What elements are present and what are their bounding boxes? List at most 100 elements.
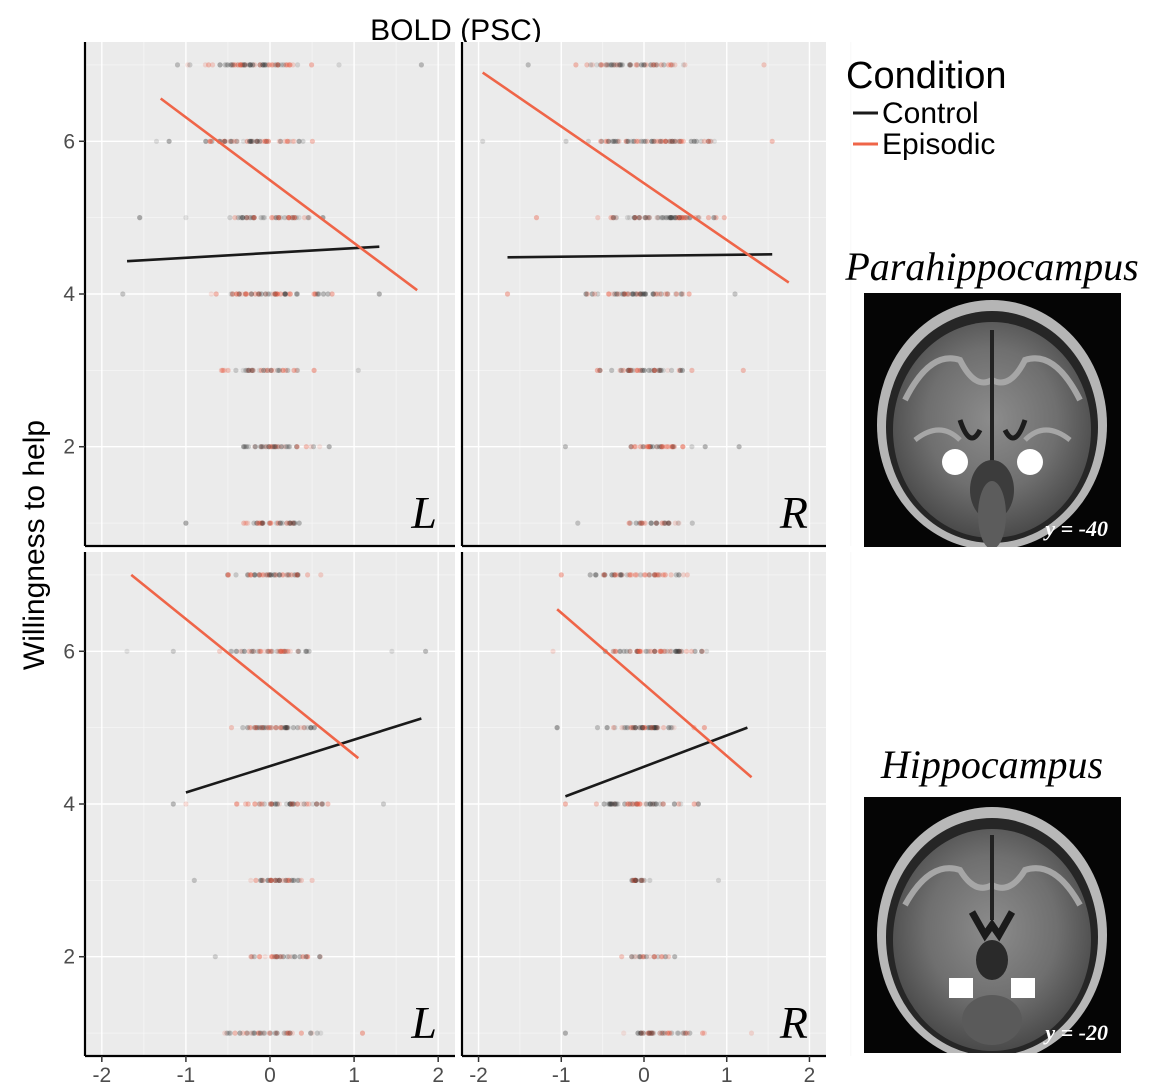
data-point bbox=[626, 572, 632, 578]
data-point bbox=[236, 291, 242, 297]
data-point bbox=[665, 291, 671, 297]
data-point bbox=[272, 954, 278, 960]
data-point bbox=[642, 215, 648, 221]
data-point bbox=[648, 520, 654, 526]
data-point bbox=[272, 444, 278, 450]
data-point bbox=[262, 648, 268, 654]
data-point bbox=[673, 648, 679, 654]
data-point bbox=[306, 648, 312, 654]
data-point bbox=[652, 648, 658, 654]
data-point bbox=[617, 62, 624, 68]
data-point bbox=[653, 801, 659, 807]
data-point bbox=[668, 725, 674, 731]
data-point bbox=[309, 138, 315, 144]
data-point bbox=[263, 444, 269, 450]
data-point bbox=[251, 572, 257, 578]
data-point bbox=[638, 954, 644, 960]
data-point bbox=[277, 291, 284, 297]
data-point bbox=[617, 648, 624, 654]
data-point bbox=[231, 138, 237, 144]
data-point bbox=[608, 215, 614, 221]
data-point bbox=[287, 62, 293, 68]
data-point bbox=[261, 725, 267, 731]
data-point bbox=[652, 367, 658, 373]
data-point bbox=[649, 138, 655, 144]
data-point bbox=[245, 572, 251, 578]
data-point bbox=[287, 1030, 293, 1036]
data-point bbox=[687, 1030, 693, 1036]
brain-slice-hippocampus bbox=[864, 797, 1121, 1053]
data-point bbox=[637, 725, 643, 731]
data-point bbox=[291, 520, 298, 526]
data-point bbox=[270, 444, 276, 450]
data-point bbox=[665, 954, 672, 960]
data-point bbox=[617, 572, 623, 578]
data-point bbox=[292, 215, 298, 221]
data-point bbox=[602, 572, 608, 578]
data-point bbox=[663, 215, 669, 221]
data-point bbox=[706, 138, 712, 144]
data-point bbox=[666, 725, 672, 731]
data-point bbox=[651, 954, 658, 960]
data-point bbox=[667, 648, 673, 654]
data-point bbox=[657, 801, 663, 807]
data-point bbox=[228, 138, 234, 144]
data-point bbox=[681, 1030, 687, 1036]
data-point bbox=[274, 1030, 280, 1036]
data-point bbox=[290, 520, 296, 526]
data-point bbox=[647, 572, 653, 578]
data-point bbox=[646, 444, 652, 450]
data-point bbox=[653, 725, 659, 731]
data-point bbox=[684, 215, 691, 221]
x-tick-label: -1 bbox=[177, 1064, 196, 1086]
data-point bbox=[268, 367, 274, 373]
data-point bbox=[294, 367, 300, 373]
data-point bbox=[654, 725, 660, 731]
data-point bbox=[640, 954, 646, 960]
data-point bbox=[268, 572, 274, 578]
data-point bbox=[272, 291, 279, 297]
data-point bbox=[615, 62, 621, 68]
data-point bbox=[504, 291, 511, 297]
data-point bbox=[268, 877, 274, 884]
data-point bbox=[247, 138, 253, 144]
data-point bbox=[689, 520, 695, 526]
data-point bbox=[629, 877, 636, 884]
data-point bbox=[257, 520, 263, 526]
data-point bbox=[265, 877, 271, 884]
data-point bbox=[245, 725, 251, 731]
data-point bbox=[688, 138, 694, 144]
data-point bbox=[303, 648, 309, 654]
data-point bbox=[644, 138, 650, 144]
data-point bbox=[301, 215, 308, 221]
data-point bbox=[592, 572, 599, 578]
data-point bbox=[601, 801, 607, 807]
data-point bbox=[274, 954, 280, 960]
data-point bbox=[694, 138, 700, 144]
data-point bbox=[247, 725, 253, 731]
data-point bbox=[647, 1030, 653, 1036]
data-point bbox=[228, 725, 235, 731]
data-point bbox=[588, 62, 594, 68]
data-point bbox=[191, 877, 197, 884]
data-point bbox=[290, 138, 296, 144]
data-point bbox=[668, 648, 675, 654]
y-tick-label: 6 bbox=[63, 640, 75, 663]
data-point bbox=[630, 725, 637, 731]
data-point bbox=[295, 725, 301, 731]
data-point bbox=[624, 215, 631, 221]
data-point bbox=[418, 62, 424, 68]
data-point bbox=[250, 215, 256, 221]
data-point bbox=[286, 520, 292, 526]
x-tick-label: -2 bbox=[92, 1064, 111, 1086]
data-point bbox=[291, 877, 297, 884]
data-point bbox=[269, 801, 275, 807]
x-tick-label: 0 bbox=[638, 1064, 650, 1086]
data-point bbox=[694, 801, 700, 807]
data-point bbox=[628, 444, 634, 450]
data-point bbox=[309, 877, 315, 884]
data-point bbox=[640, 725, 646, 731]
data-point bbox=[259, 444, 265, 450]
legend-title: Condition bbox=[846, 55, 1007, 97]
data-point bbox=[597, 62, 604, 68]
